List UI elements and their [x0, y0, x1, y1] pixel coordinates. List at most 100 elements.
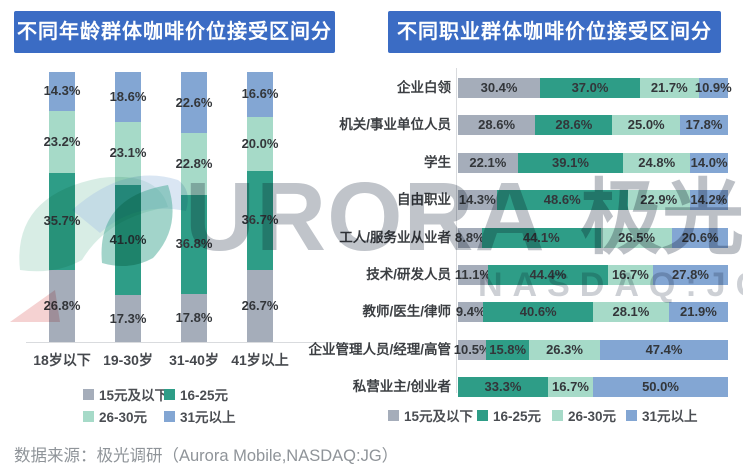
- legend-swatch: [477, 409, 488, 421]
- segment-value-label: 14.2%: [690, 192, 728, 208]
- occupation-row-label: 企业白领: [397, 80, 451, 95]
- legend-item: 31元以上: [164, 406, 236, 426]
- legend-item: 15元及以下: [83, 384, 168, 404]
- data-source-note: 数据来源：极光调研（Aurora Mobile,NASDAQ:JG）: [14, 447, 399, 465]
- legend-swatch: [552, 409, 563, 421]
- occupation-row-label: 学生: [424, 154, 451, 170]
- segment-value-label: 28.6%: [555, 117, 593, 133]
- occupation-row-label: 私营业主/创业者: [352, 379, 451, 395]
- legend-swatch: [388, 409, 399, 421]
- segment-value-label: 17.8%: [175, 309, 213, 325]
- bar-segment: [181, 72, 207, 134]
- legend-label: 31元以上: [180, 410, 236, 425]
- bar-segment: [529, 339, 600, 360]
- occupation-chart-y-axis-line: [456, 68, 457, 393]
- legend-label: 16-25元: [180, 388, 229, 403]
- segment-value-label: 27.8%: [672, 267, 709, 282]
- bar-segment: [247, 116, 273, 171]
- segment-value-label: 16.6%: [241, 86, 279, 102]
- axis-category-label: 41岁以上: [231, 352, 289, 368]
- occupation-row-label: 企业管理人员/经理/高管: [308, 341, 451, 357]
- segment-value-label: 48.6%: [543, 192, 581, 208]
- legend-swatch: [164, 388, 175, 400]
- segment-value-label: 47.4%: [645, 341, 683, 357]
- segment-value-label: 11.1%: [454, 267, 492, 282]
- axis-category-label: 18岁以下: [33, 352, 91, 368]
- bar-segment: [458, 227, 482, 248]
- bar-segment: [698, 78, 728, 98]
- occupation-row-label: 技术/研发人员: [366, 267, 451, 282]
- bar-segment: [690, 152, 728, 173]
- age-chart-x-axis-line: [26, 342, 348, 343]
- segment-value-label: 20.6%: [681, 229, 719, 245]
- segment-value-label: 26.5%: [618, 229, 656, 245]
- axis-category-label: 19-30岁: [103, 352, 153, 368]
- occupation-row-label: 自由职业: [397, 192, 451, 208]
- segment-value-label: 36.8%: [175, 236, 213, 252]
- bar-segment: [115, 122, 141, 185]
- segment-value-label: 33.3%: [484, 379, 522, 395]
- bar-segment: [612, 115, 680, 136]
- segment-value-label: 44.4%: [529, 267, 567, 282]
- segment-value-label: 23.2%: [43, 133, 81, 149]
- segment-value-label: 20.0%: [241, 135, 279, 151]
- bar-segment: [639, 78, 699, 98]
- segment-value-label: 37.0%: [571, 80, 609, 95]
- bar-segment: [593, 377, 728, 398]
- bar-segment: [458, 152, 518, 173]
- bar-segment: [689, 190, 728, 211]
- segment-value-label: 17.3%: [109, 310, 147, 326]
- bar-segment: [49, 110, 75, 174]
- segment-value-label: 15.8%: [489, 341, 527, 357]
- bar-segment: [623, 152, 691, 173]
- segment-value-label: 22.8%: [175, 155, 213, 171]
- legend-item: 26-30元: [552, 405, 616, 425]
- segment-value-label: 50.0%: [642, 379, 679, 395]
- segment-value-label: 17.8%: [685, 117, 723, 133]
- bar-segment: [115, 295, 141, 342]
- bar-segment: [600, 227, 673, 248]
- bar-segment: [668, 302, 728, 323]
- segment-value-label: 39.1%: [552, 154, 589, 170]
- segment-value-label: 21.7%: [650, 80, 688, 95]
- bar-segment: [627, 190, 690, 211]
- legend-label: 15元及以下: [404, 409, 474, 424]
- legend-label: 31元以上: [642, 409, 698, 424]
- bar-segment: [247, 170, 273, 270]
- segment-value-label: 30.4%: [480, 80, 518, 95]
- segment-value-label: 10.5%: [453, 341, 491, 357]
- segment-value-label: 10.9%: [694, 80, 732, 95]
- legend-label: 15元及以下: [99, 388, 169, 403]
- segment-value-label: 24.8%: [638, 154, 676, 170]
- legend-swatch: [83, 388, 94, 400]
- segment-value-label: 22.9%: [640, 192, 678, 208]
- occupation-row-label: 教师/医生/律师: [362, 304, 451, 320]
- bar-segment: [600, 339, 728, 360]
- axis-category-label: 31-40岁: [169, 352, 219, 368]
- legend-label: 16-25元: [493, 409, 542, 424]
- segment-value-label: 18.6%: [109, 89, 147, 105]
- bar-segment: [607, 265, 653, 285]
- segment-value-label: 26.7%: [241, 297, 279, 313]
- bar-segment: [496, 190, 628, 211]
- segment-value-label: 36.7%: [241, 212, 279, 228]
- legend-swatch: [164, 410, 175, 422]
- bar-segment: [679, 115, 728, 136]
- bar-segment: [652, 265, 728, 285]
- legend-item: 16-25元: [164, 384, 228, 404]
- bar-segment: [535, 115, 613, 136]
- bar-segment: [481, 227, 601, 248]
- legend-item: 26-30元: [83, 406, 147, 426]
- segment-value-label: 28.1%: [612, 304, 650, 320]
- bar-segment: [517, 152, 624, 173]
- bar-segment: [247, 72, 273, 117]
- segment-value-label: 14.3%: [458, 192, 496, 208]
- bar-segment: [458, 78, 541, 98]
- segment-value-label: 22.6%: [175, 94, 213, 110]
- bar-segment: [486, 339, 529, 360]
- segment-value-label: 40.6%: [519, 304, 557, 320]
